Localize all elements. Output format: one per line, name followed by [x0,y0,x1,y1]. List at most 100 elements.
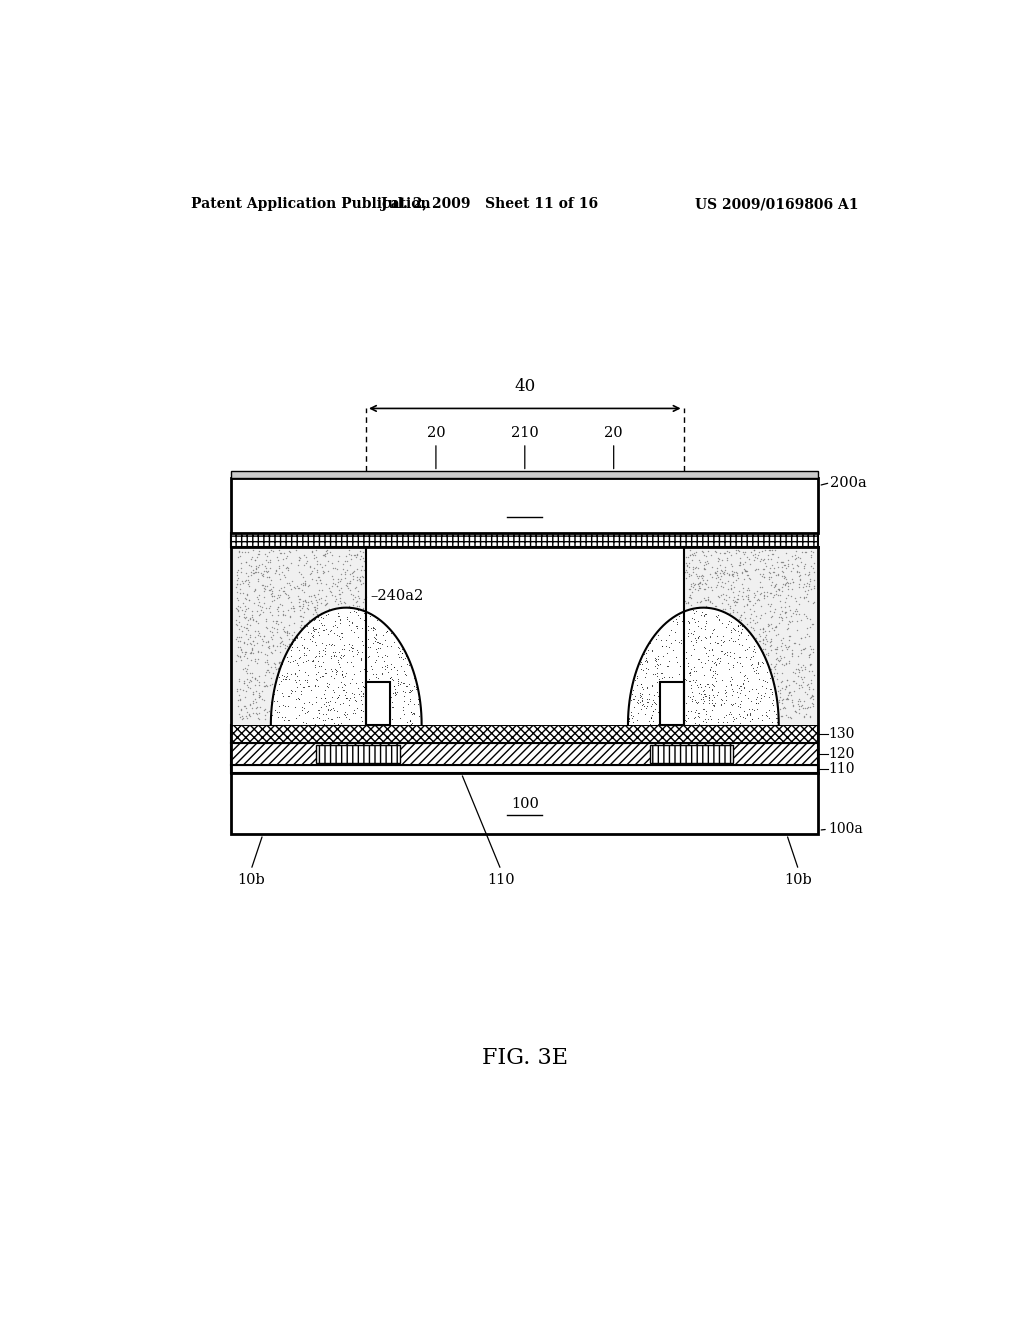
Point [272,669,289,690]
Point [275,601,292,622]
Point [790,690,806,711]
Point [792,659,808,680]
Point [354,710,371,731]
Point [681,663,697,684]
Point [403,702,420,723]
Point [696,709,713,730]
Point [744,635,761,656]
Point [689,591,706,612]
Point [297,698,313,719]
Point [241,576,257,597]
Point [736,664,753,685]
Point [690,648,707,669]
Point [698,649,715,671]
Point [302,686,318,708]
Point [795,697,811,718]
Point [687,601,703,622]
Point [301,556,317,577]
Point [734,553,751,574]
Point [258,545,274,566]
Point [271,636,288,657]
Point [334,661,350,682]
Point [787,601,804,622]
Point [715,630,731,651]
Point [743,647,760,668]
Point [331,685,347,706]
Point [705,624,721,645]
Point [259,552,275,573]
Point [251,684,267,705]
Point [689,574,706,595]
Point [701,689,718,710]
Point [352,705,369,726]
Point [698,688,715,709]
Point [687,685,703,706]
Point [337,675,353,696]
Point [732,554,749,576]
Point [709,700,725,721]
Point [765,586,781,607]
Point [245,540,261,561]
Point [705,619,721,640]
Point [269,597,286,618]
Point [293,614,309,635]
Point [679,620,695,642]
Point [756,659,772,680]
Point [709,631,725,652]
Point [703,693,720,714]
Point [333,713,349,734]
Point [299,660,315,681]
Point [734,659,751,680]
Point [660,624,677,645]
Point [290,623,306,644]
Point [256,700,272,721]
Point [773,639,790,660]
Point [389,636,406,657]
Text: 20: 20 [604,426,623,440]
Point [273,543,290,564]
Point [721,659,737,680]
Point [634,688,650,709]
Point [351,684,368,705]
Point [709,664,725,685]
Point [757,659,773,680]
Point [766,602,782,623]
Point [368,649,384,671]
Point [343,622,359,643]
Point [694,540,711,561]
Point [787,544,804,565]
Point [710,647,726,668]
Point [707,685,723,706]
Point [352,632,369,653]
Point [776,696,793,717]
Point [317,638,334,659]
Point [785,572,802,593]
Point [696,619,713,640]
Point [632,686,648,708]
Point [240,597,256,618]
Point [341,615,357,636]
Point [720,676,736,697]
Point [291,665,307,686]
Point [329,701,345,722]
Point [655,702,672,723]
Point [684,660,700,681]
Point [719,678,735,700]
Point [703,556,720,577]
Point [374,656,390,677]
Point [324,576,340,597]
Point [736,660,753,681]
Point [323,690,339,711]
Point [708,657,724,678]
Point [282,574,298,595]
Point [733,561,750,582]
Point [773,607,790,628]
Point [338,574,354,595]
Point [633,698,649,719]
Point [755,619,771,640]
Point [698,612,715,634]
Point [402,689,419,710]
Point [251,686,267,708]
Point [316,645,333,667]
Point [299,668,315,689]
